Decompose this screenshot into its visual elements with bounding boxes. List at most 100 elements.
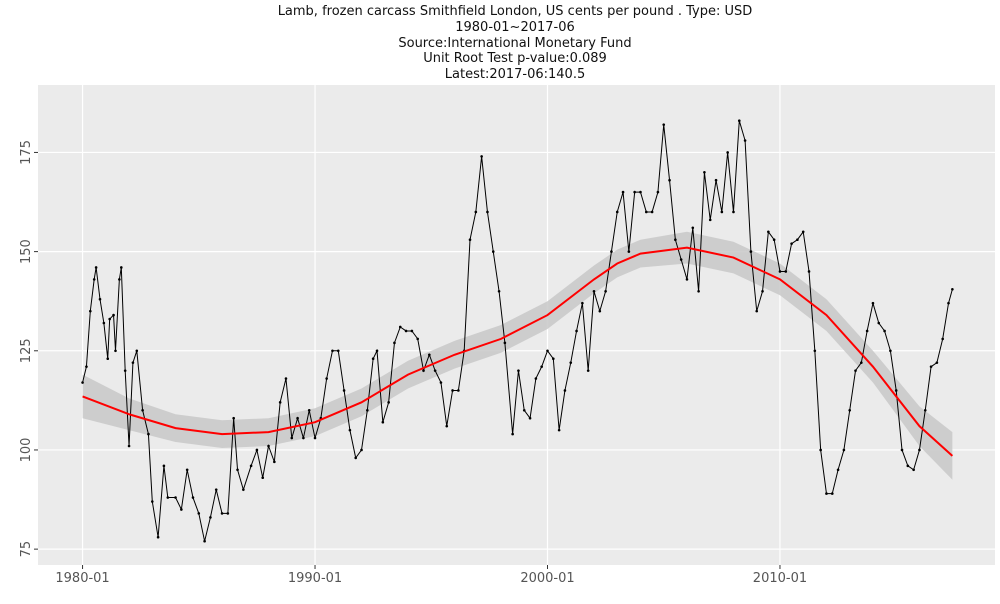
data-point xyxy=(174,496,177,499)
data-point xyxy=(575,329,578,333)
data-point xyxy=(236,468,239,472)
data-point xyxy=(726,151,729,154)
data-point xyxy=(813,349,817,353)
data-point xyxy=(889,349,892,353)
data-point xyxy=(474,210,478,214)
y-tick-label: 75 xyxy=(19,541,34,558)
data-point xyxy=(197,512,201,515)
data-point xyxy=(393,341,396,345)
data-point xyxy=(621,190,625,194)
data-point xyxy=(156,535,160,539)
data-point xyxy=(656,190,660,194)
data-point xyxy=(860,361,863,364)
data-point xyxy=(360,448,363,452)
data-point xyxy=(737,119,741,123)
data-point xyxy=(807,270,811,273)
data-point xyxy=(511,432,514,436)
data-point xyxy=(220,512,224,515)
data-point xyxy=(410,329,414,333)
data-point xyxy=(296,416,299,420)
data-point xyxy=(865,329,869,333)
data-point xyxy=(691,226,695,230)
data-point xyxy=(491,250,495,253)
data-point xyxy=(102,321,106,325)
data-point xyxy=(900,448,904,452)
data-point xyxy=(557,428,561,432)
data-point xyxy=(92,278,96,281)
data-point xyxy=(108,317,111,321)
data-point xyxy=(255,448,259,452)
data-point xyxy=(468,238,472,242)
data-point xyxy=(842,448,846,452)
data-point xyxy=(428,353,431,357)
data-point xyxy=(761,289,764,293)
data-point xyxy=(830,492,834,495)
data-point xyxy=(883,329,886,333)
data-point xyxy=(261,476,265,480)
data-point xyxy=(778,270,782,273)
data-point xyxy=(604,289,607,293)
data-point xyxy=(433,369,437,372)
data-point xyxy=(592,289,596,293)
data-point xyxy=(313,436,317,440)
data-point xyxy=(422,369,425,372)
data-point xyxy=(106,357,110,361)
data-point xyxy=(918,448,921,452)
chart-subtitle: Source:International Monetary Fund xyxy=(398,36,631,51)
y-tick-label: 150 xyxy=(19,239,34,264)
data-point xyxy=(185,468,189,472)
data-point xyxy=(772,238,776,242)
data-point xyxy=(284,377,288,380)
data-point xyxy=(784,270,788,273)
data-point xyxy=(854,369,857,372)
data-point xyxy=(552,357,555,361)
data-point xyxy=(451,389,454,392)
data-point xyxy=(679,258,683,261)
data-point xyxy=(387,401,390,404)
data-point xyxy=(877,321,881,325)
data-point xyxy=(342,389,346,392)
data-point xyxy=(801,230,805,234)
data-point xyxy=(302,436,305,440)
data-point xyxy=(540,365,543,368)
data-point xyxy=(348,428,352,432)
data-point xyxy=(381,420,385,424)
data-line xyxy=(82,120,953,542)
data-point xyxy=(445,424,449,428)
data-point xyxy=(848,408,852,412)
chart-title: Lamb, frozen carcass Smithfield London, … xyxy=(278,4,753,19)
data-point xyxy=(569,361,573,364)
data-point xyxy=(325,377,328,380)
data-point xyxy=(951,287,954,291)
data-point xyxy=(180,508,183,511)
data-point xyxy=(743,139,747,142)
data-point xyxy=(941,337,944,341)
data-point xyxy=(112,313,115,317)
data-point xyxy=(662,123,666,126)
data-point xyxy=(85,365,88,368)
data-point xyxy=(633,190,636,194)
data-point xyxy=(935,361,939,364)
data-point xyxy=(790,242,793,245)
data-point xyxy=(162,464,166,468)
data-point xyxy=(249,464,253,468)
data-point xyxy=(906,464,910,468)
data-point xyxy=(457,389,460,392)
data-point xyxy=(242,488,245,491)
data-point xyxy=(598,309,602,313)
data-point xyxy=(278,401,282,404)
data-point xyxy=(894,389,898,392)
data-point xyxy=(749,250,753,253)
data-point xyxy=(528,416,532,420)
data-point xyxy=(714,178,718,182)
data-point xyxy=(98,297,102,301)
confidence-band xyxy=(82,231,953,480)
data-point xyxy=(375,349,379,353)
data-point xyxy=(825,492,828,495)
data-point xyxy=(366,408,369,412)
data-point xyxy=(929,365,933,368)
data-point xyxy=(480,155,483,158)
data-point xyxy=(755,309,759,313)
data-point xyxy=(546,349,549,353)
